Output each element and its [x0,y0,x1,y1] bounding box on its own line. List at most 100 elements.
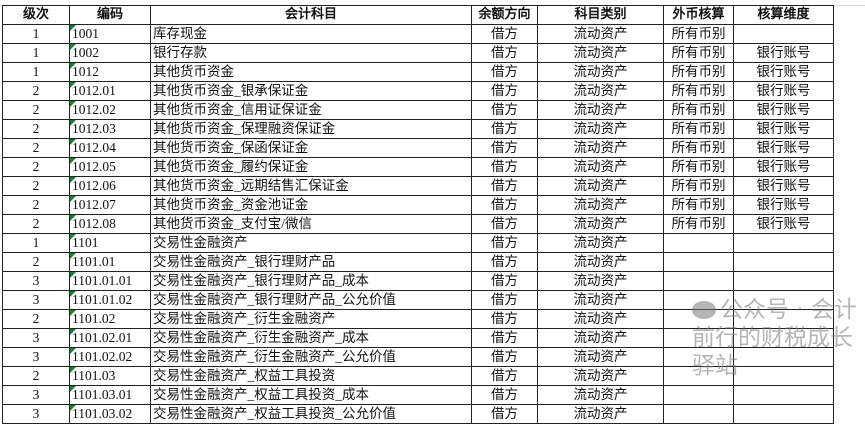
cell-foreign-currency[interactable]: 所有币别 [663,157,734,177]
cell-balance-direction[interactable]: 借方 [471,195,538,215]
cell-dimension[interactable]: 银行账号 [733,214,834,234]
cell-level[interactable]: 1 [2,24,70,44]
cell-dimension[interactable] [733,328,834,348]
cell-code[interactable]: 1012.08 [69,214,151,234]
cell-foreign-currency[interactable] [663,290,734,310]
cell-balance-direction[interactable]: 借方 [471,157,538,177]
cell-level[interactable]: 2 [2,214,70,234]
cell-account-category[interactable]: 流动资产 [537,138,664,158]
cell-balance-direction[interactable]: 借方 [471,176,538,196]
cell-account-name[interactable]: 其他货币资金_资金池证金 [150,195,472,215]
cell-account-category[interactable]: 流动资产 [537,176,664,196]
cell-account-category[interactable]: 流动资产 [537,195,664,215]
cell-level[interactable]: 3 [2,404,70,424]
cell-dimension[interactable] [733,366,834,386]
cell-balance-direction[interactable]: 借方 [471,62,538,82]
cell-account-category[interactable]: 流动资产 [537,214,664,234]
cell-dimension[interactable] [733,271,834,291]
cell-foreign-currency[interactable] [663,404,734,424]
cell-account-category[interactable]: 流动资产 [537,157,664,177]
cell-account-category[interactable]: 流动资产 [537,252,664,272]
cell-account-category[interactable]: 流动资产 [537,271,664,291]
cell-code[interactable]: 1101.01.02 [69,290,151,310]
cell-level[interactable]: 2 [2,366,70,386]
cell-dimension[interactable]: 银行账号 [733,100,834,120]
cell-foreign-currency[interactable] [663,328,734,348]
cell-dimension[interactable]: 银行账号 [733,138,834,158]
cell-dimension[interactable]: 银行账号 [733,62,834,82]
cell-code[interactable]: 1101.01 [69,252,151,272]
cell-account-category[interactable]: 流动资产 [537,328,664,348]
cell-account-name[interactable]: 交易性金融资产_权益工具投资 [150,366,472,386]
cell-code[interactable]: 1012.03 [69,119,151,139]
cell-dimension[interactable] [733,347,834,367]
cell-foreign-currency[interactable]: 所有币别 [663,138,734,158]
cell-dimension[interactable]: 银行账号 [733,81,834,101]
cell-account-name[interactable]: 交易性金融资产_权益工具投资_公允价值 [150,404,472,424]
cell-account-name[interactable]: 其他货币资金_支付宝/微信 [150,214,472,234]
cell-code[interactable]: 1012.07 [69,195,151,215]
cell-code[interactable]: 1101.03 [69,366,151,386]
cell-foreign-currency[interactable] [663,309,734,329]
cell-foreign-currency[interactable] [663,271,734,291]
cell-account-name[interactable]: 其他货币资金_履约保证金 [150,157,472,177]
cell-code[interactable]: 1101.02.02 [69,347,151,367]
cell-account-name[interactable]: 其他货币资金_保函保证金 [150,138,472,158]
cell-account-name[interactable]: 银行存款 [150,43,472,63]
cell-level[interactable]: 2 [2,157,70,177]
cell-balance-direction[interactable]: 借方 [471,385,538,405]
cell-code[interactable]: 1012.01 [69,81,151,101]
cell-foreign-currency[interactable] [663,366,734,386]
cell-level[interactable]: 1 [2,43,70,63]
cell-balance-direction[interactable]: 借方 [471,328,538,348]
cell-dimension[interactable]: 银行账号 [733,43,834,63]
cell-balance-direction[interactable]: 借方 [471,309,538,329]
cell-code[interactable]: 1101.03.02 [69,404,151,424]
cell-account-name[interactable]: 其他货币资金_银承保证金 [150,81,472,101]
cell-foreign-currency[interactable]: 所有币别 [663,119,734,139]
cell-dimension[interactable]: 银行账号 [733,119,834,139]
cell-account-name[interactable]: 其他货币资金_信用证保证金 [150,100,472,120]
cell-balance-direction[interactable]: 借方 [471,24,538,44]
cell-balance-direction[interactable]: 借方 [471,81,538,101]
cell-account-category[interactable]: 流动资产 [537,404,664,424]
cell-level[interactable]: 2 [2,138,70,158]
header-balance-direction[interactable]: 余额方向 [471,5,538,25]
cell-balance-direction[interactable]: 借方 [471,252,538,272]
cell-account-category[interactable]: 流动资产 [537,43,664,63]
cell-code[interactable]: 1002 [69,43,151,63]
cell-balance-direction[interactable]: 借方 [471,119,538,139]
cell-code[interactable]: 1012.06 [69,176,151,196]
cell-account-category[interactable]: 流动资产 [537,24,664,44]
cell-account-name[interactable]: 交易性金融资产_权益工具投资_成本 [150,385,472,405]
cell-account-category[interactable]: 流动资产 [537,119,664,139]
cell-balance-direction[interactable]: 借方 [471,366,538,386]
cell-balance-direction[interactable]: 借方 [471,138,538,158]
cell-balance-direction[interactable]: 借方 [471,100,538,120]
cell-foreign-currency[interactable]: 所有币别 [663,176,734,196]
cell-account-name[interactable]: 其他货币资金_远期结售汇保证金 [150,176,472,196]
cell-balance-direction[interactable]: 借方 [471,404,538,424]
cell-foreign-currency[interactable]: 所有币别 [663,100,734,120]
cell-account-name[interactable]: 交易性金融资产_衍生金融资产 [150,309,472,329]
cell-account-category[interactable]: 流动资产 [537,62,664,82]
cell-account-name[interactable]: 交易性金融资产_衍生金融资产_成本 [150,328,472,348]
cell-dimension[interactable] [733,252,834,272]
cell-dimension[interactable] [733,290,834,310]
cell-foreign-currency[interactable]: 所有币别 [663,195,734,215]
cell-foreign-currency[interactable]: 所有币别 [663,24,734,44]
cell-account-category[interactable]: 流动资产 [537,290,664,310]
cell-account-name[interactable]: 交易性金融资产_银行理财产品_公允价值 [150,290,472,310]
cell-account-name[interactable]: 其他货币资金 [150,62,472,82]
cell-level[interactable]: 2 [2,81,70,101]
header-account-name[interactable]: 会计科目 [150,5,472,25]
cell-code[interactable]: 1012 [69,62,151,82]
cell-level[interactable]: 3 [2,328,70,348]
cell-account-name[interactable]: 交易性金融资产_银行理财产品_成本 [150,271,472,291]
cell-level[interactable]: 3 [2,290,70,310]
cell-dimension[interactable] [733,309,834,329]
cell-dimension[interactable] [733,233,834,253]
cell-account-name[interactable]: 交易性金融资产 [150,233,472,253]
cell-account-category[interactable]: 流动资产 [537,385,664,405]
cell-level[interactable]: 2 [2,100,70,120]
